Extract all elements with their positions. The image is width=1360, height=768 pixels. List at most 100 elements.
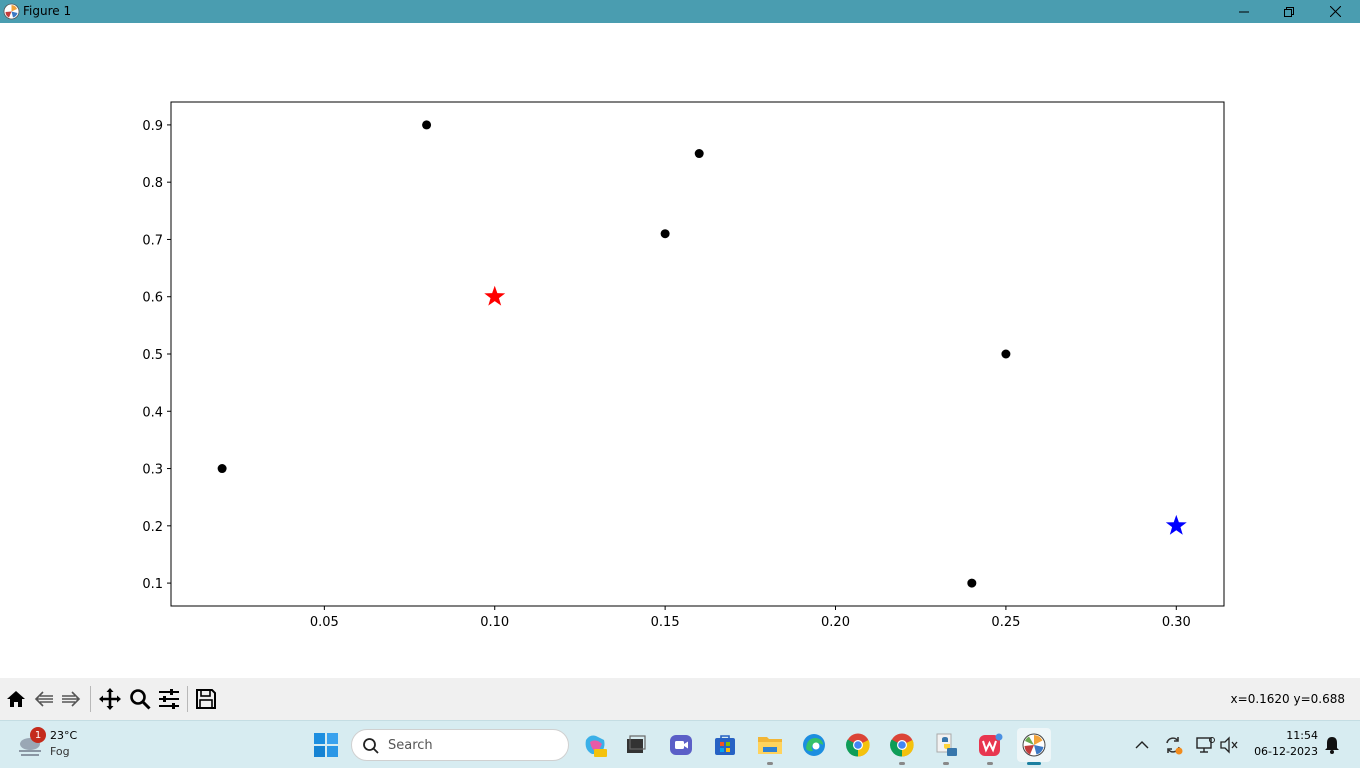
taskbar-app-copilot[interactable] xyxy=(578,728,612,762)
bell-icon xyxy=(1325,737,1339,754)
running-indicator xyxy=(987,762,993,765)
toolbar-separator xyxy=(90,686,91,712)
clock-time: 11:54 xyxy=(1286,729,1318,742)
sync-icon xyxy=(1166,737,1183,755)
windows-taskbar: 1 23°C Fog Search xyxy=(0,720,1360,768)
taskbar-app-edge[interactable] xyxy=(797,728,831,762)
save-button[interactable] xyxy=(193,686,219,712)
pan-button[interactable] xyxy=(97,686,123,712)
store-icon xyxy=(715,735,735,755)
matplotlib-figure-icon xyxy=(1022,733,1046,757)
sync-tray-button[interactable] xyxy=(1163,735,1183,755)
x-tick-label: 0.20 xyxy=(821,615,850,630)
y-tick-label: 0.7 xyxy=(142,233,163,248)
scatter-point xyxy=(422,120,432,130)
start-button[interactable] xyxy=(313,732,339,758)
close-button[interactable] xyxy=(1312,0,1358,23)
restore-icon xyxy=(1284,6,1294,17)
running-indicator xyxy=(1027,762,1041,765)
taskbar-search[interactable]: Search xyxy=(351,729,569,761)
x-tick-label: 0.15 xyxy=(651,615,680,630)
scatter-point xyxy=(217,464,227,474)
minimize-icon xyxy=(1239,11,1249,12)
chrome-icon xyxy=(846,733,870,757)
taskbar-app-meet[interactable] xyxy=(664,728,698,762)
chrome-profile-icon xyxy=(890,733,914,757)
y-tick-label: 0.1 xyxy=(142,577,163,592)
back-button[interactable] xyxy=(31,686,57,712)
matplotlib-app-icon xyxy=(3,3,20,20)
search-icon xyxy=(363,738,379,754)
edge-icon xyxy=(803,734,825,756)
taskbar-app-file-viewer[interactable] xyxy=(619,728,653,762)
wps-office-icon xyxy=(979,733,1003,756)
taskbar-clock[interactable]: 11:54 06-12-2023 xyxy=(1252,728,1318,760)
forward-button[interactable] xyxy=(58,686,84,712)
y-tick-label: 0.4 xyxy=(142,405,163,420)
windows-logo-icon xyxy=(314,733,338,757)
file-viewer-icon xyxy=(627,735,646,753)
network-icon xyxy=(1196,737,1215,753)
taskbar-app-file-explorer[interactable] xyxy=(753,728,787,765)
scatter-point xyxy=(967,578,977,588)
title-bar: Figure 1 xyxy=(0,0,1360,23)
zoom-icon xyxy=(130,689,151,710)
taskbar-app-chrome-profile[interactable] xyxy=(885,728,919,765)
x-tick-label: 0.05 xyxy=(310,615,339,630)
scatter-point xyxy=(1001,349,1011,359)
window-title: Figure 1 xyxy=(23,4,72,18)
weather-widget[interactable]: 1 23°C Fog xyxy=(14,727,104,763)
y-tick-label: 0.2 xyxy=(142,520,163,535)
x-tick-label: 0.10 xyxy=(480,615,509,630)
zoom-button[interactable] xyxy=(127,686,153,712)
scatter-plot: 0.05 0.10 0.15 0.20 0.25 0.30 0.1 0.2 0.3 0.4 0.5 0… xyxy=(142,101,1225,630)
y-tick-label: 0.6 xyxy=(142,291,163,306)
volume-muted-icon xyxy=(1220,736,1238,754)
restore-button[interactable] xyxy=(1266,0,1312,23)
weather-temperature: 23°C xyxy=(50,729,78,742)
taskbar-app-python[interactable] xyxy=(929,728,963,765)
search-placeholder: Search xyxy=(388,738,433,753)
show-hidden-icons-button[interactable] xyxy=(1132,735,1152,755)
running-indicator xyxy=(767,762,773,765)
copilot-pre-icon xyxy=(585,735,607,757)
weather-condition: Fog xyxy=(50,745,70,758)
running-indicator xyxy=(899,762,905,765)
scatter-point xyxy=(694,149,704,159)
notifications-button[interactable] xyxy=(1322,735,1342,755)
star-point xyxy=(484,285,506,306)
running-indicator xyxy=(943,762,949,765)
y-tick-label: 0.5 xyxy=(142,348,163,363)
taskbar-app-wps-office[interactable] xyxy=(973,728,1007,765)
network-tray-button[interactable] xyxy=(1195,735,1215,755)
scatter-point xyxy=(660,229,670,239)
navigation-toolbar: x=0.1620 y=0.688 xyxy=(0,678,1360,720)
configure-subplots-button[interactable] xyxy=(156,686,182,712)
toolbar-separator xyxy=(187,686,188,712)
home-icon xyxy=(7,691,25,707)
close-icon xyxy=(1329,6,1341,17)
figure-canvas[interactable]: 0.05 0.10 0.15 0.20 0.25 0.30 0.1 0.2 0.3 0.4 0.5 0… xyxy=(0,23,1360,678)
y-tick-label: 0.3 xyxy=(142,463,163,478)
save-icon xyxy=(196,689,216,709)
cursor-coordinates: x=0.1620 y=0.688 xyxy=(1230,692,1345,706)
minimize-button[interactable] xyxy=(1221,0,1267,23)
x-tick-label: 0.25 xyxy=(991,615,1020,630)
back-icon xyxy=(34,691,53,707)
taskbar-app-chrome[interactable] xyxy=(841,728,875,762)
weather-alert-badge: 1 xyxy=(30,727,46,743)
file-explorer-icon xyxy=(758,737,782,754)
y-tick-label: 0.9 xyxy=(142,119,163,134)
taskbar-app-matplotlib-figure[interactable] xyxy=(1017,728,1051,765)
forward-icon xyxy=(62,691,81,707)
axes-frame xyxy=(170,101,1225,607)
clock-date: 06-12-2023 xyxy=(1254,745,1318,758)
x-tick-label: 0.30 xyxy=(1162,615,1191,630)
pan-icon xyxy=(99,688,121,710)
taskbar-app-store[interactable] xyxy=(708,728,742,762)
chevron-up-icon xyxy=(1135,741,1149,749)
y-tick-label: 0.8 xyxy=(142,176,163,191)
volume-tray-button[interactable] xyxy=(1219,735,1239,755)
star-point xyxy=(1165,514,1187,535)
home-button[interactable] xyxy=(3,686,29,712)
